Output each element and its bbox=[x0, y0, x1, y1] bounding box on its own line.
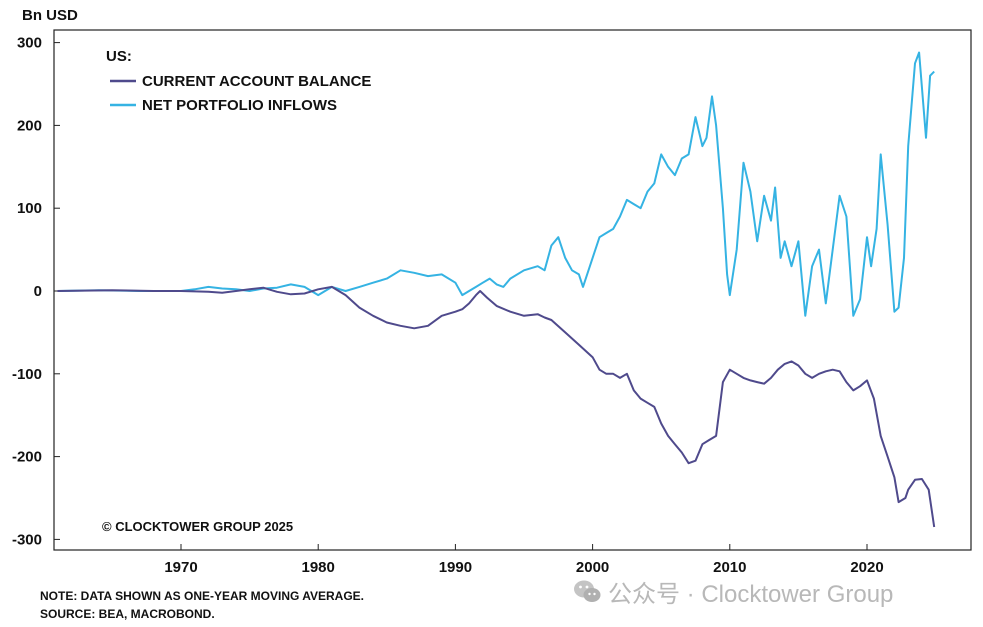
note-text: NOTE: DATA SHOWN AS ONE-YEAR MOVING AVER… bbox=[40, 589, 365, 603]
series-line-current-account bbox=[57, 285, 936, 528]
y-axis-unit-label: Bn USD bbox=[22, 7, 78, 24]
plot-frame bbox=[53, 29, 972, 551]
series-line-portfolio-inflows bbox=[57, 51, 935, 317]
y-tick-label: 300 bbox=[17, 35, 42, 52]
x-tick-label: 2020 bbox=[850, 559, 883, 576]
x-tick-label: 1990 bbox=[439, 559, 472, 576]
y-tick-label: 100 bbox=[17, 200, 42, 217]
y-tick-label: -300 bbox=[12, 531, 42, 548]
legend: US: CURRENT ACCOUNT BALANCE NET PORTFOLI… bbox=[106, 48, 371, 114]
x-tick-label: 1970 bbox=[164, 559, 197, 576]
legend-label-portfolio-inflows: NET PORTFOLIO INFLOWS bbox=[142, 97, 337, 114]
y-tick-label: -100 bbox=[12, 366, 42, 383]
x-tick-label: 2000 bbox=[576, 559, 609, 576]
watermark: 公众号 · Clocktower Group bbox=[572, 574, 893, 609]
y-tick-label: 0 bbox=[34, 283, 42, 300]
x-tick-label: 2010 bbox=[713, 559, 746, 576]
y-axis-ticks: 300 200 100 0 -100 -200 -300 bbox=[12, 35, 60, 548]
wechat-icon bbox=[574, 580, 601, 602]
copyright-annotation: © CLOCKTOWER GROUP 2025 bbox=[102, 519, 293, 534]
y-tick-label: -200 bbox=[12, 449, 42, 466]
y-tick-label: 200 bbox=[17, 117, 42, 134]
legend-title: US: bbox=[106, 48, 132, 65]
source-text: SOURCE: BEA, MACROBOND. bbox=[40, 607, 215, 621]
x-tick-label: 1980 bbox=[302, 559, 335, 576]
x-axis-ticks: 1970 1980 1990 2000 2010 2020 bbox=[164, 544, 884, 576]
legend-label-current-account: CURRENT ACCOUNT BALANCE bbox=[142, 73, 371, 90]
watermark-text: 公众号 · Clocktower Group bbox=[608, 581, 894, 608]
series-lines bbox=[57, 51, 936, 528]
